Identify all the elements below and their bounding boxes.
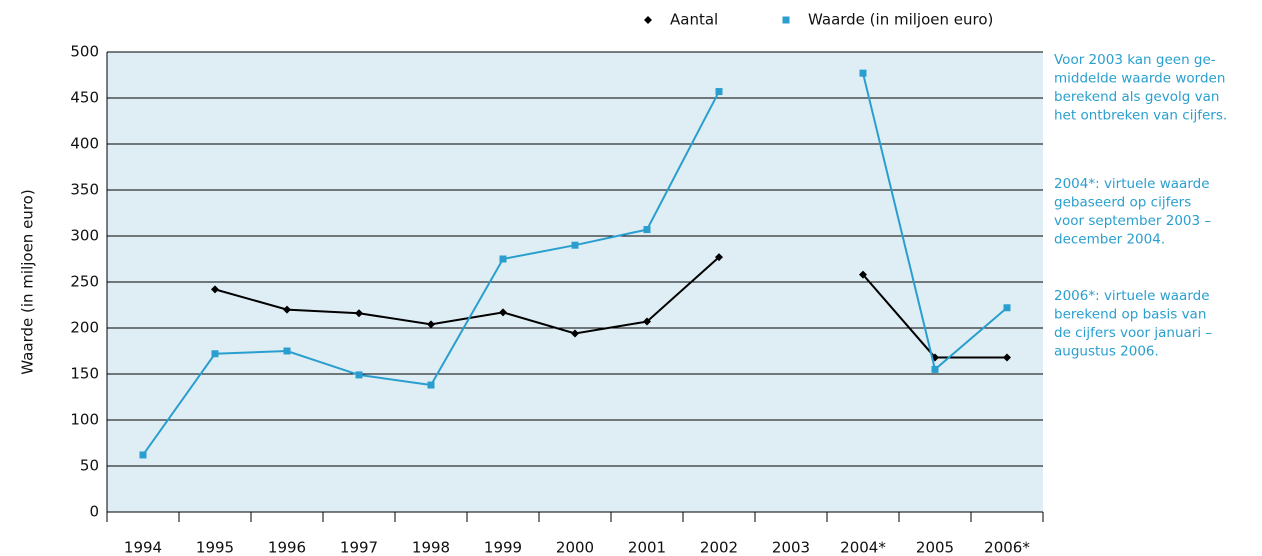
point [859, 69, 867, 77]
note: middelde waarde worden [1054, 71, 1225, 87]
point [283, 347, 291, 355]
x-tick-label: 2006* [984, 539, 1030, 556]
point [715, 253, 723, 262]
x-tick-label: 2005 [916, 539, 954, 556]
point [283, 305, 291, 314]
note: gebaseerd op cijfers [1054, 195, 1191, 211]
point [643, 226, 651, 234]
x-tick-label: 2003 [772, 539, 810, 556]
point [715, 88, 723, 96]
note: berekend als gevolg van [1054, 89, 1219, 105]
x-tick-label: 2001 [628, 539, 666, 556]
point [1003, 304, 1011, 312]
point [931, 365, 939, 373]
x-tick-label: 2004* [840, 539, 886, 556]
point [355, 371, 363, 379]
legend-marker [782, 16, 790, 24]
y-tick-label: 400 [70, 135, 99, 153]
note: augustus 2006. [1054, 344, 1159, 360]
legend-label: Waarde (in miljoen euro) [808, 11, 993, 29]
x-tick-label: 1996 [268, 539, 306, 556]
point [211, 285, 219, 294]
point [859, 270, 867, 279]
note: 2006*: virtuele waarde [1054, 288, 1210, 304]
point [571, 329, 579, 338]
y-tick-label: 300 [70, 227, 99, 245]
note: december 2004. [1054, 232, 1165, 248]
point [139, 451, 147, 459]
point [355, 309, 363, 318]
x-tick-label: 1998 [412, 539, 450, 556]
note: Voor 2003 kan geen ge- [1054, 52, 1216, 68]
note: het ontbreken van cijfers. [1054, 108, 1227, 124]
point [1003, 353, 1011, 362]
y-tick-label: 350 [70, 181, 99, 199]
y-tick-label: 250 [70, 273, 99, 291]
y-tick-label: 500 [70, 43, 99, 61]
note: de cijfers voor januari – [1054, 325, 1212, 341]
point [571, 241, 579, 249]
point [643, 317, 651, 326]
x-tick-label: 1995 [196, 539, 234, 556]
y-tick-label: 100 [70, 411, 99, 429]
y-tick-label: 450 [70, 89, 99, 107]
x-tick-label: 2002 [700, 539, 738, 556]
point [427, 381, 435, 389]
point [499, 255, 507, 263]
note: berekend op basis van [1054, 307, 1206, 323]
point [211, 350, 219, 358]
y-axis-label: Waarde (in miljoen euro) [19, 189, 37, 374]
y-tick-label: 0 [89, 503, 99, 521]
point [499, 308, 507, 317]
y-tick-label: 150 [70, 365, 99, 383]
x-tick-label: 2000 [556, 539, 594, 556]
legend-marker [644, 16, 652, 24]
note: 2004*: virtuele waarde [1054, 176, 1210, 192]
x-tick-label: 1994 [124, 539, 162, 556]
y-tick-label: 50 [80, 457, 99, 475]
legend-label: Aantal [670, 11, 718, 29]
note: voor september 2003 – [1054, 213, 1211, 229]
point [427, 320, 435, 329]
y-tick-label: 200 [70, 319, 99, 337]
x-tick-label: 1999 [484, 539, 522, 556]
x-tick-label: 1997 [340, 539, 378, 556]
